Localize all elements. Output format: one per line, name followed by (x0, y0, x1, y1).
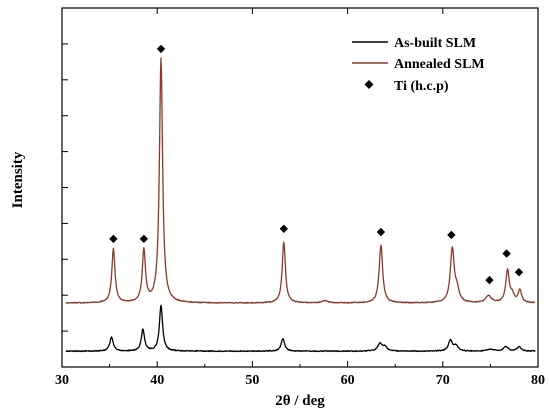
ti-hcp-marker (156, 44, 166, 54)
x-tick-label: 60 (341, 373, 355, 388)
legend-diamond-marker (364, 80, 374, 89)
ti-hcp-marker (447, 230, 456, 240)
legend-label-as-built: As-built SLM (394, 36, 476, 51)
x-tick-label: 50 (245, 373, 259, 388)
legend-label-ti-hcp: Ti (h.c.p) (394, 79, 449, 94)
y-axis-title: Intensity (10, 151, 26, 208)
series-line-as-built (65, 304, 536, 353)
legend: As-built SLM Annealed SLM Ti (h.c.p) (352, 36, 485, 94)
ti-hcp-marker (139, 234, 149, 244)
ti-hcp-marker (485, 275, 494, 285)
x-tick-label: 30 (55, 373, 69, 388)
series-group (65, 57, 536, 353)
ti-hcp-marker (279, 224, 289, 233)
x-axis: 30 40 50 60 70 80 (55, 8, 545, 388)
x-tick-label: 80 (531, 373, 545, 388)
ti-hcp-marker (514, 268, 524, 277)
legend-label-annealed: Annealed SLM (394, 57, 485, 72)
x-axis-title: 2θ / deg (275, 393, 325, 409)
y-axis (62, 7, 68, 368)
ti-hcp-marker (109, 234, 118, 244)
markers-group (109, 44, 524, 285)
ti-hcp-marker (502, 249, 511, 258)
x-tick-label: 70 (436, 373, 450, 388)
series-line-annealed (65, 57, 536, 304)
x-tick-label: 40 (150, 373, 164, 388)
ti-hcp-marker (376, 227, 386, 237)
